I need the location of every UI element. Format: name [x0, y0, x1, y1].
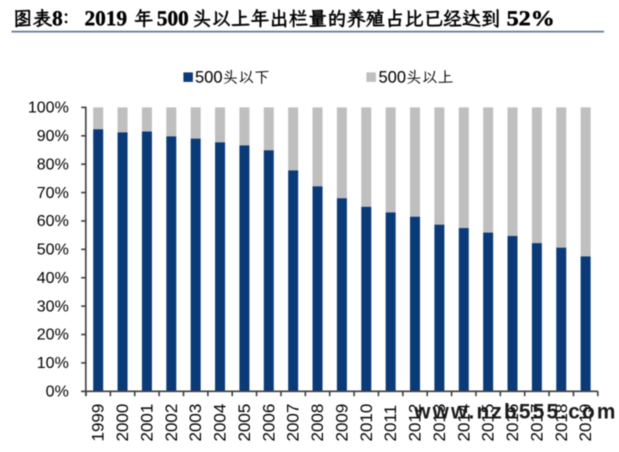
svg-text:2012: 2012 [406, 404, 425, 442]
svg-text:80%: 80% [37, 156, 69, 173]
svg-text:www.nzb555.com: www.nzb555.com [413, 401, 617, 424]
svg-text:20%: 20% [37, 327, 69, 344]
svg-text:70%: 70% [37, 185, 69, 202]
svg-text:100%: 100% [28, 100, 69, 117]
svg-text:10%: 10% [37, 355, 69, 372]
svg-text:2016: 2016 [503, 404, 522, 442]
svg-text:2014: 2014 [454, 404, 473, 442]
svg-text:90%: 90% [37, 128, 69, 145]
svg-text:2011: 2011 [381, 405, 400, 442]
svg-text:2010: 2010 [357, 404, 376, 442]
svg-text:50%: 50% [37, 242, 69, 259]
svg-text:40%: 40% [37, 270, 69, 287]
svg-text:2002: 2002 [162, 404, 181, 442]
svg-text:2009: 2009 [332, 404, 351, 442]
svg-text:2008: 2008 [308, 404, 327, 442]
svg-text:1999: 1999 [89, 404, 108, 442]
svg-text:2006: 2006 [259, 404, 278, 442]
svg-text:2018: 2018 [552, 404, 571, 442]
svg-text:2013: 2013 [430, 404, 449, 442]
svg-text:2001: 2001 [137, 404, 156, 442]
svg-text:2004: 2004 [211, 404, 230, 442]
svg-text:0%: 0% [46, 384, 69, 401]
svg-text:2003: 2003 [186, 404, 205, 442]
svg-text:2019: 2019 [576, 404, 595, 442]
svg-text:2007: 2007 [284, 404, 303, 442]
svg-text:30%: 30% [37, 298, 69, 315]
svg-text:2005: 2005 [235, 404, 254, 442]
svg-text:2017: 2017 [527, 404, 546, 442]
svg-text:2015: 2015 [479, 404, 498, 442]
svg-text:2000: 2000 [113, 404, 132, 442]
svg-text:60%: 60% [37, 213, 69, 230]
